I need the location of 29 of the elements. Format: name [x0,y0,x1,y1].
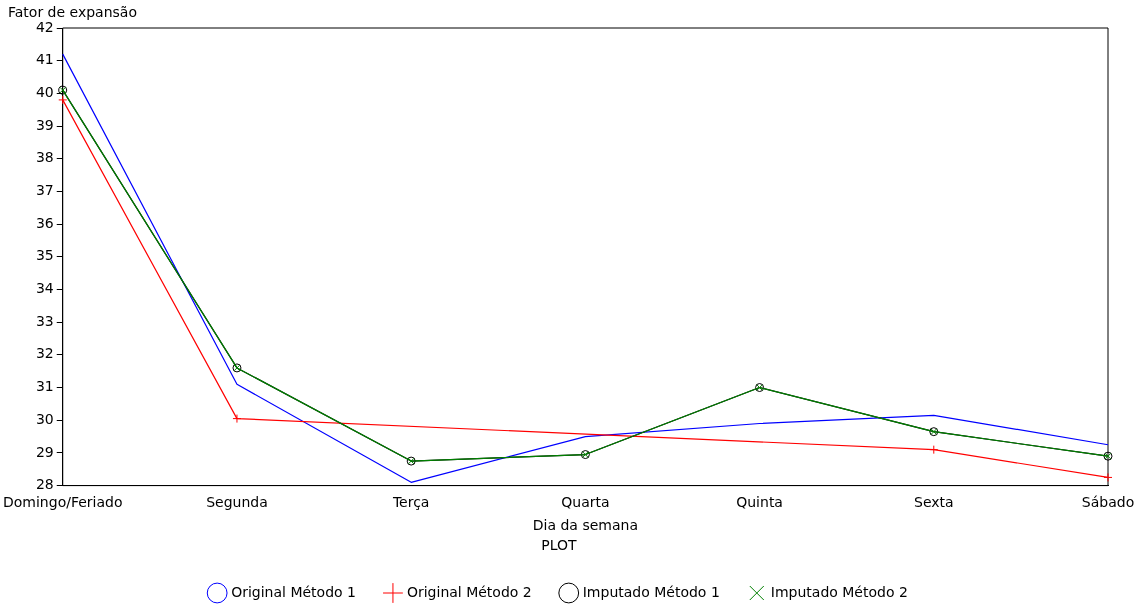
x-tick-label: Terça [391,493,430,510]
y-tick-label: 41 [35,51,54,68]
x-tick-label: Sexta [913,493,954,510]
y-tick-label: 35 [35,247,54,264]
x-tick-label: Quarta [561,493,610,510]
y-tick-label: 36 [35,214,54,231]
y-tick-label: 28 [35,476,54,493]
y-tick-label: 34 [35,280,54,297]
y-tick-label: 30 [35,410,54,427]
y-tick-label: 42 [35,18,54,35]
y-tick-label: 37 [35,182,54,199]
legend-title: PLOT [541,536,578,553]
x-axis-title: Dia da semana [532,517,638,534]
y-axis-title: Fator de expansão [8,3,137,20]
y-tick-label: 39 [35,116,54,133]
legend-label: Imputado Método 1 [582,583,720,600]
y-tick-label: 29 [35,443,54,460]
y-tick-label: 31 [35,378,54,395]
legend-label: Imputado Método 2 [770,583,908,600]
x-tick-label: Domingo/Feriado [3,493,123,510]
y-tick-label: 40 [35,84,54,101]
y-tick-label: 38 [35,149,54,166]
x-tick-label: Sábado [1081,493,1135,510]
legend-label: Original Método 2 [406,583,532,600]
x-tick-label: Quinta [736,493,783,510]
y-tick-label: 33 [35,312,54,329]
y-tick-label: 32 [35,345,54,362]
legend-label: Original Método 1 [231,583,356,600]
x-tick-label: Segunda [206,493,268,510]
